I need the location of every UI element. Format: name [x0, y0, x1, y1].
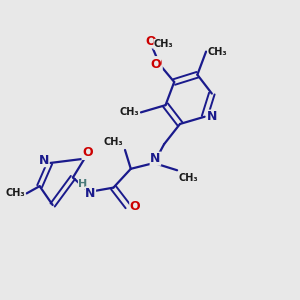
Text: CH₃: CH₃	[154, 39, 174, 50]
Text: H: H	[78, 179, 87, 189]
Text: O: O	[82, 146, 93, 159]
Text: O: O	[130, 200, 140, 213]
Text: O: O	[150, 58, 161, 70]
Text: CH₃: CH₃	[104, 137, 124, 147]
Text: CH₃: CH₃	[120, 107, 140, 117]
Text: N: N	[85, 187, 95, 200]
Text: CH₃: CH₃	[5, 188, 25, 198]
Text: N: N	[39, 154, 49, 166]
Text: O: O	[146, 35, 156, 48]
Text: N: N	[150, 152, 161, 165]
Text: N: N	[207, 110, 217, 123]
Text: O: O	[152, 57, 162, 70]
Text: CH₃: CH₃	[208, 46, 227, 57]
Text: CH₃: CH₃	[178, 173, 198, 183]
